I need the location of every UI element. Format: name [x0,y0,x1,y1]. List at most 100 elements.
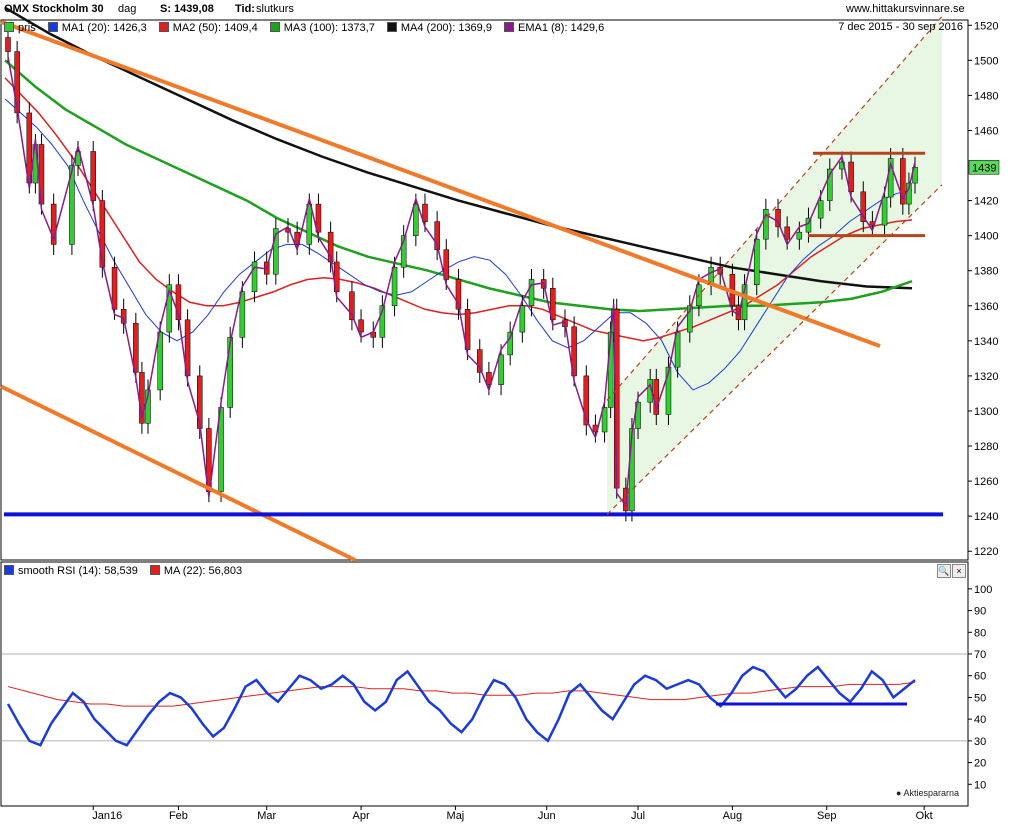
candle-body [860,191,867,222]
rsi-y-tick-label: 20 [974,758,986,770]
y-tick-label: 1260 [974,476,998,488]
candle-body [400,235,407,268]
candle-body [391,266,398,307]
candle-body [358,319,364,333]
candle-body [881,196,888,226]
ma4-line [4,6,913,290]
index-title: OMX Stockholm 30 [4,3,104,15]
candle-body [601,407,608,433]
candle-body [817,200,824,219]
rsi-y-tick-label: 70 [974,649,986,661]
rsi-y-tick-label: 60 [974,671,986,683]
trend-channel [607,16,942,515]
candle-body [827,168,833,201]
x-tick-label: Mar [257,810,276,822]
legend-swatch [4,565,14,575]
price-badge [968,160,1000,175]
x-tick-label: Maj [447,810,465,822]
tid-value: slutkurs [256,3,294,15]
watermark: ● Aktiespararna [896,788,959,798]
candle-body [848,161,854,193]
site-name[interactable]: www.hittakursvinnare.se [846,3,965,15]
legend-label: MA1 (20): 1426,3 [61,22,147,34]
candle-body [306,203,313,245]
legend-label: MA (22): 56,803 [163,565,243,577]
candle-body [507,331,513,356]
rsi-y-tick-label: 50 [974,692,986,704]
candle-body [14,51,20,114]
candle-body [422,203,428,222]
legend-swatch [4,22,14,32]
rsi-y-tick-label: 90 [974,606,986,618]
candle-body [133,323,139,373]
candle-body [69,165,75,245]
x-tick-label: Aug [723,810,743,822]
candle-body [665,366,672,415]
legend-swatch [47,22,58,32]
candle-body [90,151,96,201]
rsi-y-tick-label: 40 [974,714,986,726]
candle-body [674,331,681,368]
period: dag [118,3,137,15]
candle-body [50,203,57,245]
trendline-upper [0,19,881,348]
x-tick-label: Jan16 [92,810,122,822]
y-tick-label: 1220 [974,546,998,558]
candle-body [99,200,106,268]
legend-label: EMA1 (8): 1429,6 [517,22,605,34]
y-tick-label: 1480 [974,90,998,102]
candle-body [647,379,653,403]
x-tick-label: Jul [631,810,645,822]
candle-body [251,261,258,293]
rsi-y-tick-label: 10 [974,779,986,791]
channel-upper [606,16,943,401]
x-tick-label: Apr [352,810,369,822]
candle-body [166,284,173,333]
legend-item: MA1 (20): 1426,3 [47,21,147,35]
candle-body [498,354,504,385]
rsi-legend-item: smooth RSI (14): 58,539 [4,564,138,578]
candle-body [550,287,556,321]
legend-label: smooth RSI (14): 58,539 [18,565,138,577]
candle-body [519,305,526,333]
rsi-panel [0,561,969,807]
x-tick-label: Jun [538,810,556,822]
candle-body [796,231,803,240]
y-tick-label: 1360 [974,301,998,313]
candle-body [315,203,322,233]
legend-label: MA2 (50): 1409,4 [172,22,258,34]
candle-body [528,279,535,307]
ma1-line [4,98,913,391]
y-tick-label: 1420 [974,196,998,208]
y-tick-label: 1520 [974,20,998,32]
y-tick-label: 1300 [974,406,998,418]
rsi-y-tick-label: 100 [974,584,992,596]
rsi-legend: smooth RSI (14): 58,539 MA (22): 56,803 [4,564,254,578]
candle-body [239,291,246,338]
rsi-line [6,665,916,747]
ema-line [7,56,916,508]
legend-item: MA3 (100): 1373,7 [269,21,375,35]
legend-item: EMA1 (8): 1429,6 [503,21,605,35]
candle-body [379,305,386,338]
y-tick-label: 1500 [974,55,998,67]
candle-body [5,37,11,52]
x-tick-label: Feb [169,810,188,822]
candle-body [571,326,577,377]
y-tick-label: 1400 [974,231,998,243]
candle-body [477,349,483,373]
candle-body [157,331,163,391]
close-icon[interactable]: × [952,564,966,578]
magnifier-icon[interactable]: 🔍 [937,564,951,578]
x-tick-label: Sep [817,810,837,822]
legend-swatch [149,565,160,575]
date-range: 7 dec 2015 - 30 sep 2016 [838,21,963,33]
candle-body [227,337,233,408]
legend-label: MA3 (100): 1373,7 [283,22,375,34]
candle-body [900,158,906,205]
channel-lower [606,184,943,515]
y-tick-label: 1460 [974,125,998,137]
chart-header: OMX Stockholm 30 dag S: 1439,08 Tid: slu… [0,0,1011,18]
trendline-lower [0,384,356,562]
